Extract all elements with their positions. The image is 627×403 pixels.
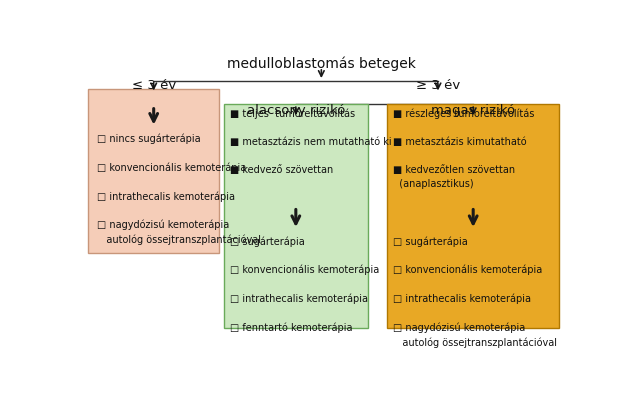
Text: ■ részleges tumoreltávolítás

■ metasztázis kimutatható

■ kedvezőtlen szövettan: ■ részleges tumoreltávolítás ■ metasztáz…	[393, 109, 534, 189]
Text: ≥ 3 év: ≥ 3 év	[416, 79, 460, 92]
Text: □ nincs sugárterápia

□ konvencionális kemoterápia

□ intrathecalis kemoterápia
: □ nincs sugárterápia □ konvencionális ke…	[97, 134, 261, 245]
Text: ■ teljes  tumoreltávolítás

■ metasztázis nem mutatható ki

■ kedvező szövettan: ■ teljes tumoreltávolítás ■ metasztázis …	[230, 109, 392, 175]
FancyBboxPatch shape	[387, 104, 559, 328]
FancyBboxPatch shape	[224, 104, 367, 328]
FancyBboxPatch shape	[88, 89, 219, 253]
Text: □ sugárterápia

□ konvencionális kemoterápia

□ intrathecalis kemoterápia

□ nag: □ sugárterápia □ konvencionális kemoterá…	[393, 236, 557, 348]
Text: alacsony rizikó: alacsony rizikó	[246, 104, 345, 117]
Text: □ sugárterápia

□ konvencionális kemoterápia

□ intrathecalis kemoterápia

□ fen: □ sugárterápia □ konvencionális kemoterá…	[230, 236, 379, 333]
Text: medulloblastomás betegek: medulloblastomás betegek	[227, 56, 416, 71]
Text: ≤ 3 év: ≤ 3 év	[132, 79, 176, 92]
Text: magas rizikó: magas rizikó	[431, 104, 515, 117]
